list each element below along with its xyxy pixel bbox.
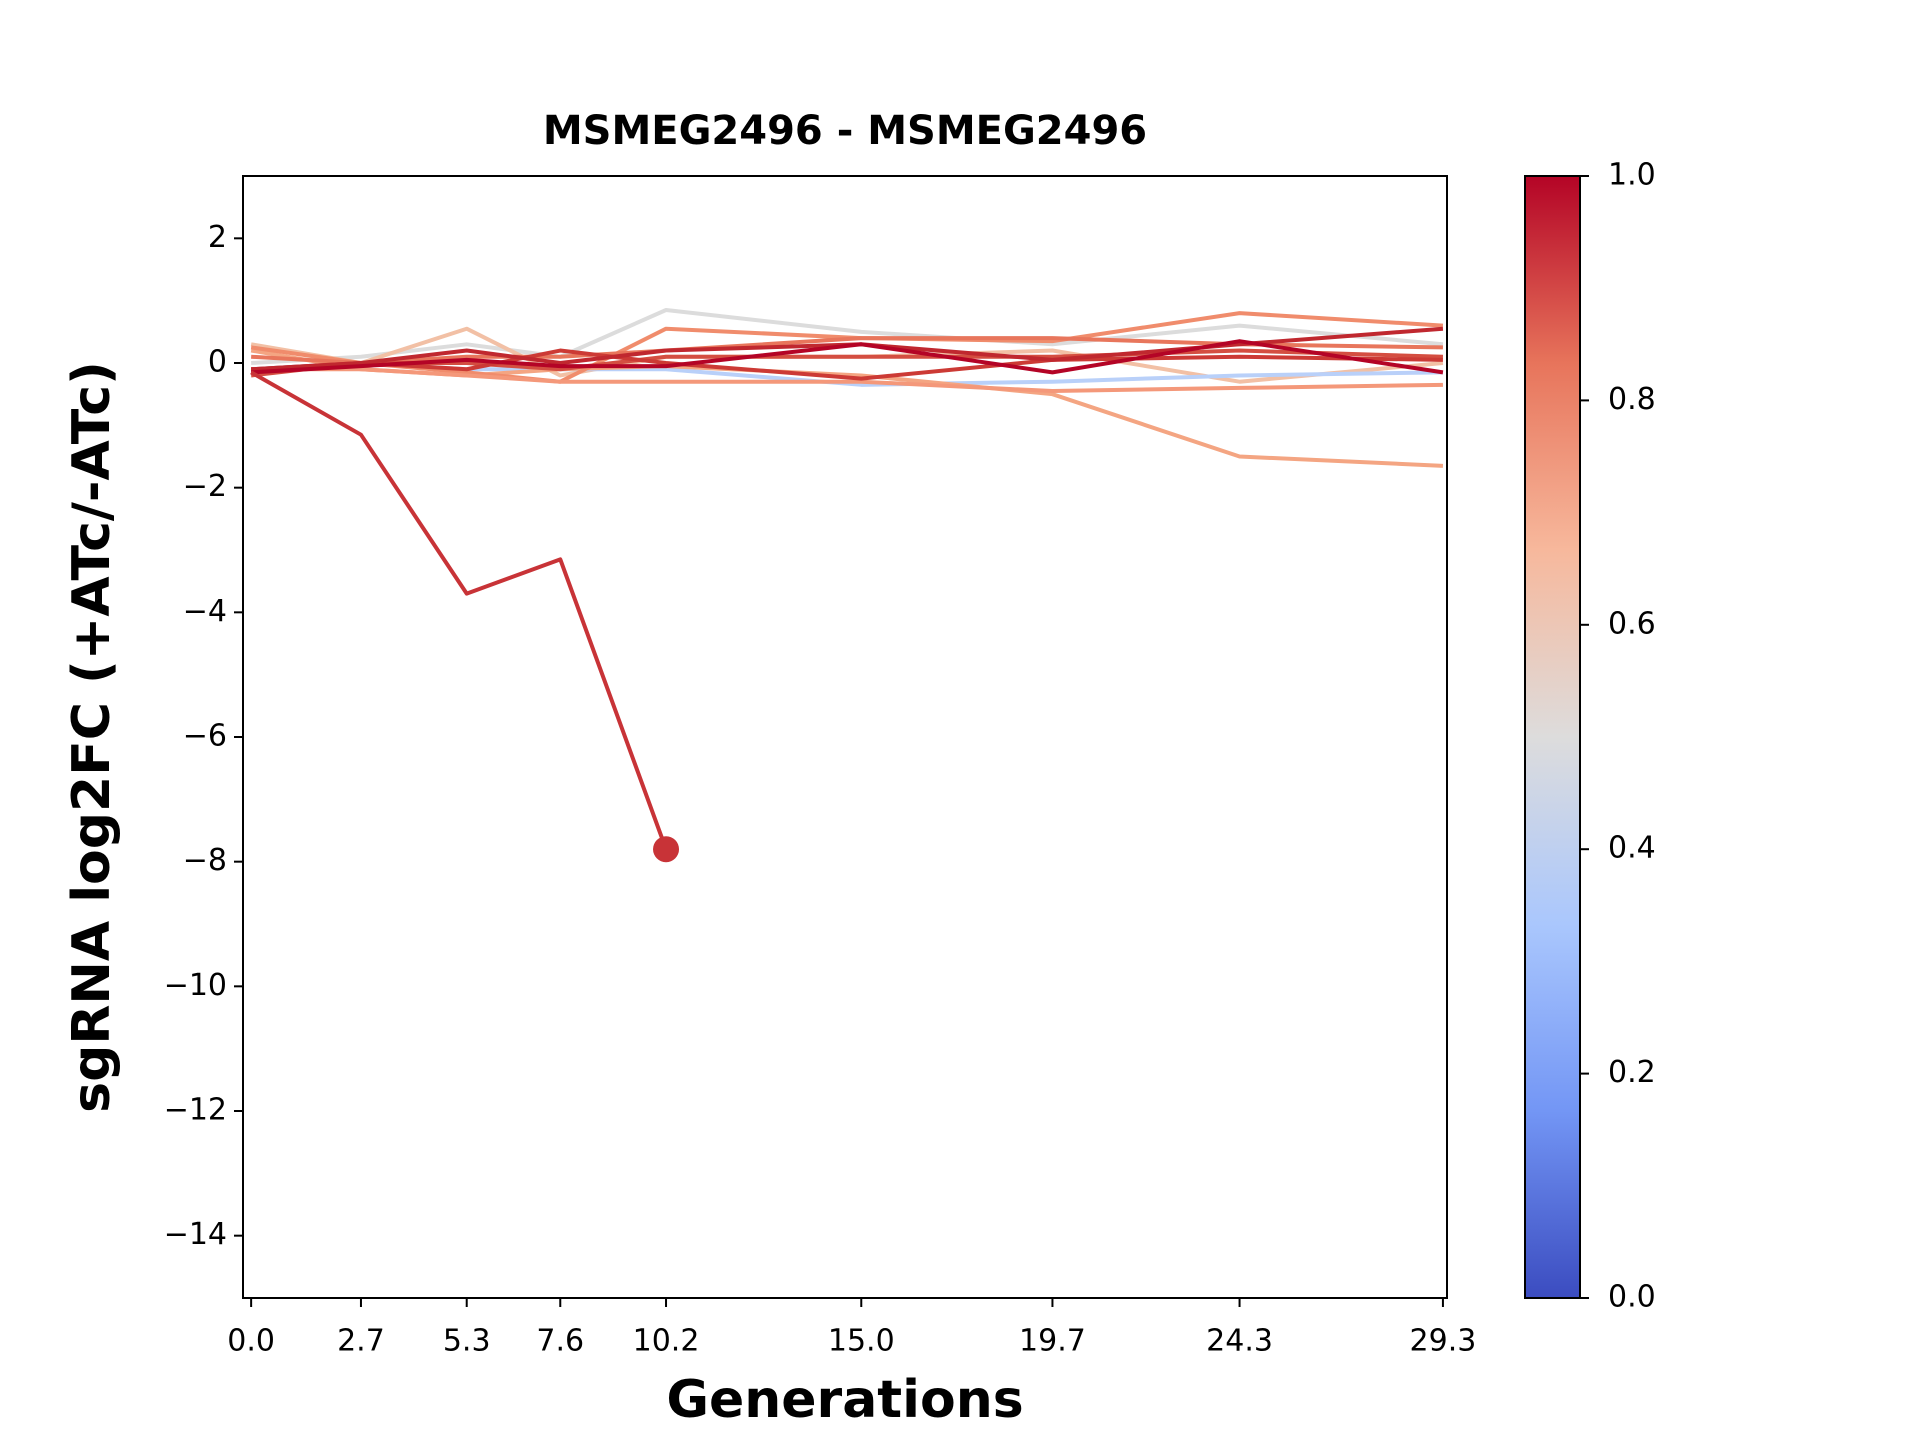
- x-tick-label: 15.0: [828, 1324, 895, 1359]
- y-tick-label: −2: [183, 469, 227, 504]
- colorbar-tick-label: 0.8: [1608, 382, 1656, 417]
- series-line: [251, 367, 1443, 394]
- x-tick-label: 5.3: [443, 1324, 491, 1359]
- chart-title: MSMEG2496 - MSMEG2496: [543, 108, 1147, 154]
- x-tick-label: 7.6: [536, 1324, 584, 1359]
- y-tick-label: −8: [183, 843, 227, 878]
- x-axis-label: Generations: [666, 1370, 1023, 1430]
- x-tick-label: 24.3: [1206, 1324, 1273, 1359]
- colorbar-tick-label: 0.0: [1608, 1280, 1656, 1315]
- x-tick-label: 10.2: [633, 1324, 700, 1359]
- y-axis-label: sgRNA log2FC (+ATc/-ATc): [62, 361, 122, 1113]
- y-tick-label: −10: [164, 968, 227, 1003]
- y-tick-label: −6: [183, 719, 227, 754]
- y-tick-label: −14: [164, 1217, 227, 1252]
- x-tick-label: 29.3: [1410, 1324, 1477, 1359]
- colorbar-tick-label: 1.0: [1608, 158, 1656, 193]
- y-tick-label: 2: [208, 220, 227, 255]
- y-tick-label: −4: [183, 594, 227, 629]
- series-line: [251, 339, 1444, 375]
- y-tick-label: 0: [208, 345, 227, 380]
- colorbar-tick-label: 0.6: [1608, 606, 1656, 641]
- series-line: [250, 370, 668, 850]
- y-tick-label: −12: [164, 1093, 227, 1128]
- colorbar: [1524, 175, 1581, 1299]
- plot-frame: [242, 175, 1448, 1299]
- x-tick-label: 2.7: [337, 1324, 385, 1359]
- x-tick-label: 19.7: [1019, 1324, 1086, 1359]
- colorbar-tick-label: 0.2: [1608, 1055, 1656, 1090]
- x-tick-label: 0.0: [227, 1324, 275, 1359]
- end-marker: [653, 836, 680, 863]
- series-line: [251, 326, 1444, 372]
- colorbar-tick-label: 0.4: [1608, 831, 1656, 866]
